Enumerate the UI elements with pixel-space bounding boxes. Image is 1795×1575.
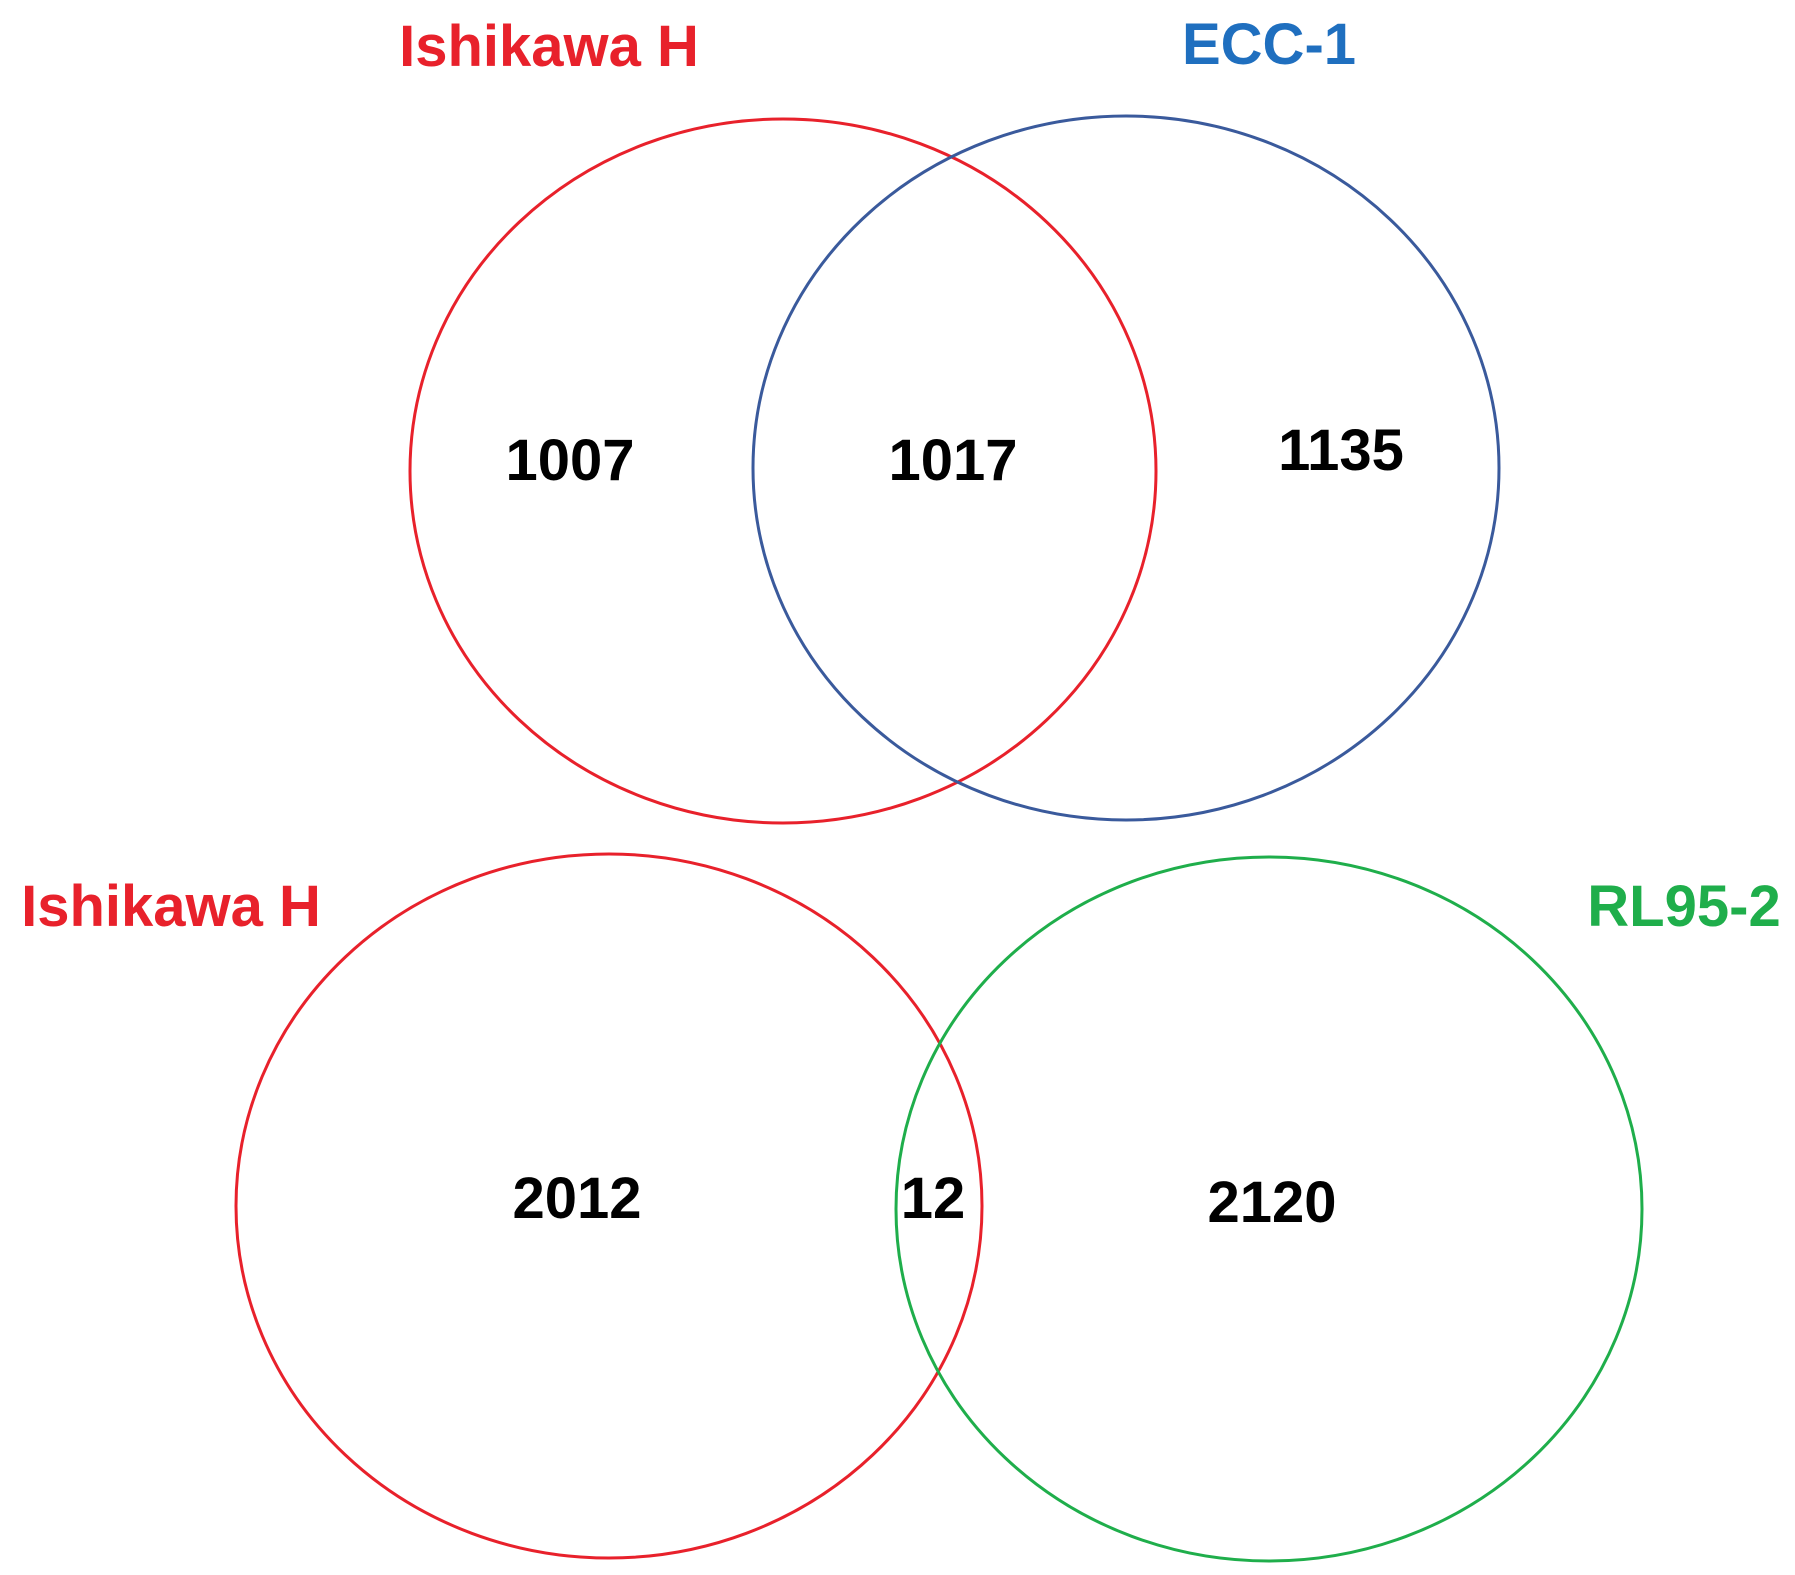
venn-bottom: Ishikawa H RL95-2 2012 12 2120 [21, 852, 1781, 1563]
count-overlap-bottom: 12 [901, 1166, 966, 1231]
venn-top: Ishikawa H ECC-1 1007 1017 1135 [399, 12, 1501, 825]
set-circle-ishikawa-bottom [234, 852, 984, 1560]
count-rl95-only: 2120 [1207, 1170, 1336, 1235]
set-circle-ishikawa-top [408, 117, 1158, 825]
count-ishikawa-only-bottom: 2012 [512, 1166, 641, 1231]
set-label-ishikawa-bottom: Ishikawa H [21, 874, 321, 939]
set-label-ishikawa-top: Ishikawa H [399, 14, 699, 79]
set-label-ecc1: ECC-1 [1182, 12, 1356, 77]
set-circle-ecc1 [751, 114, 1501, 822]
count-ishikawa-only-top: 1007 [505, 428, 634, 493]
count-ecc1-only: 1135 [1278, 418, 1404, 483]
set-circle-rl95 [894, 855, 1644, 1563]
count-overlap-top: 1017 [888, 428, 1017, 493]
set-label-rl95: RL95-2 [1587, 874, 1780, 939]
